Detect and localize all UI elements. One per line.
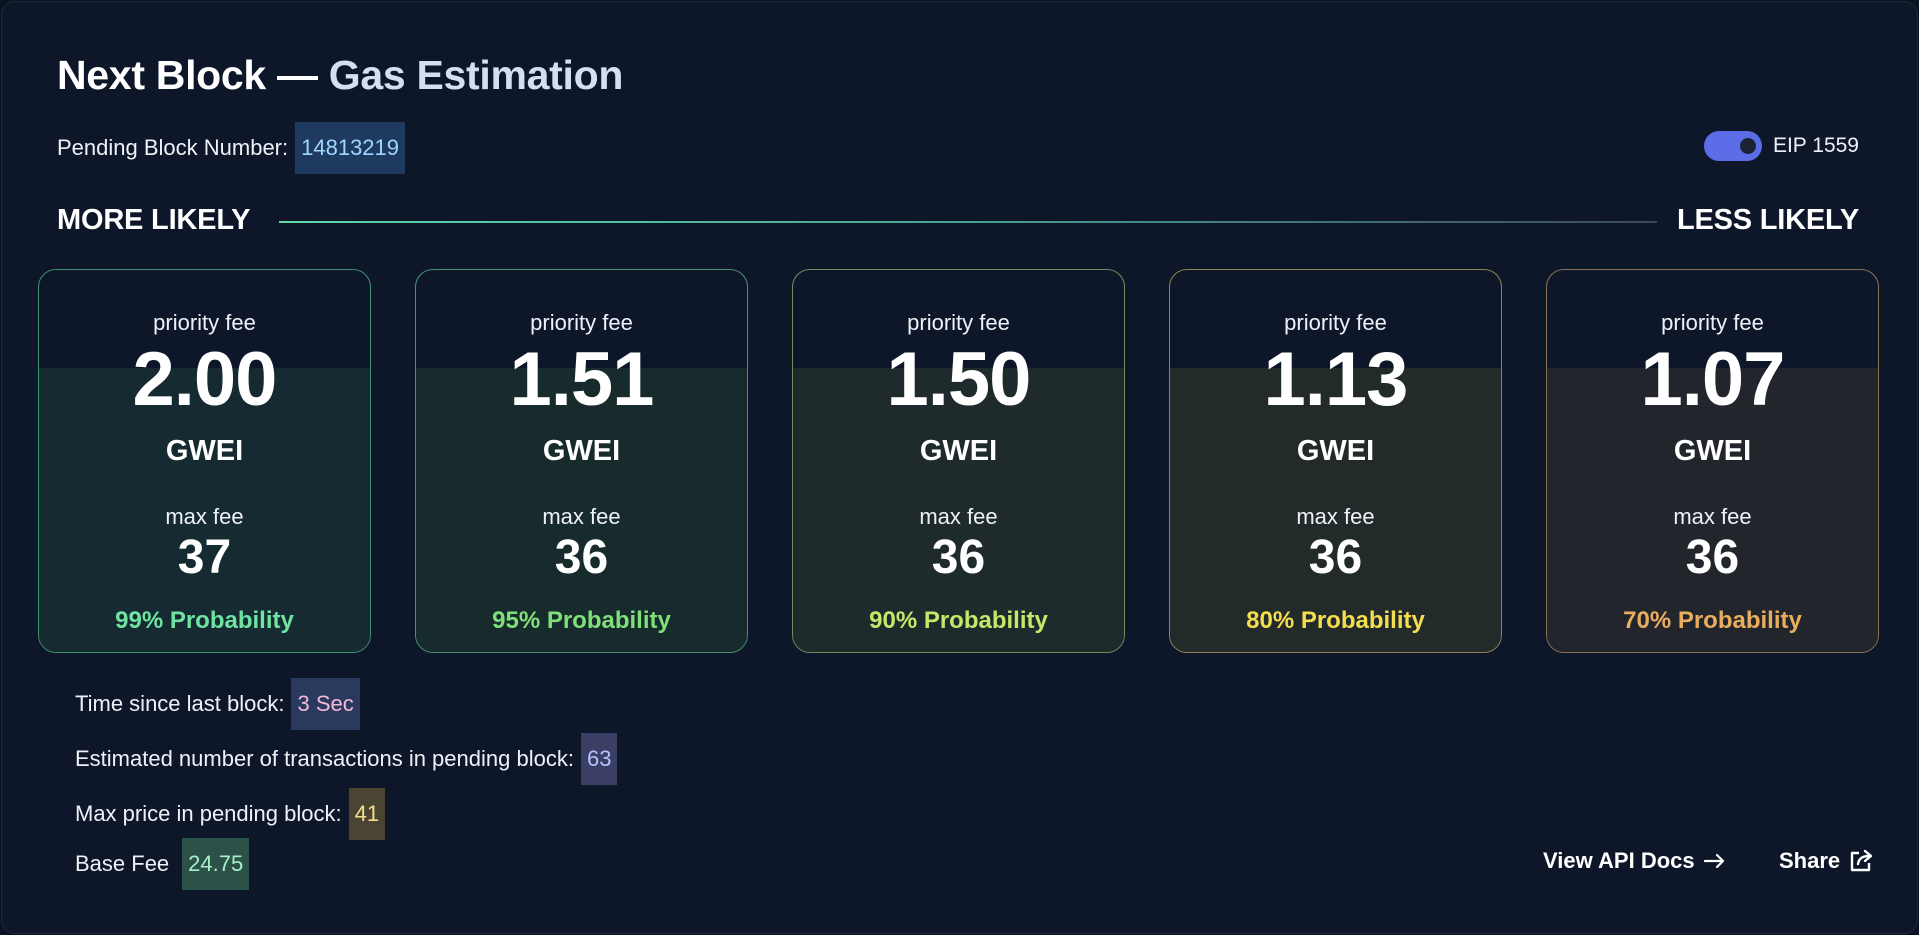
less-likely-label: LESS LIKELY <box>1676 204 1859 236</box>
eip-toggle-group[interactable]: EIP 1559 <box>1703 131 1859 161</box>
max-fee-value: 37 <box>177 531 232 584</box>
gwei-unit: GWEI <box>919 435 998 467</box>
view-api-docs-label: View API Docs <box>1543 848 1695 873</box>
tx-count: Estimated number of transactions in pend… <box>75 733 618 785</box>
priority-fee-value: 1.07 <box>1640 337 1786 422</box>
priority-fee-value: 2.00 <box>132 337 278 422</box>
max-fee-label: max fee <box>165 504 244 529</box>
max-fee-value: 36 <box>554 531 609 584</box>
max-price: Max price in pending block: 41 <box>75 788 386 840</box>
time-since-last-block: Time since last block: 3 Sec <box>75 678 360 730</box>
max-price-label: Max price in pending block: <box>75 801 342 826</box>
max-fee-value: 36 <box>931 531 986 584</box>
priority-fee-label: priority fee <box>153 310 256 335</box>
title-accent: Gas Estimation <box>328 52 624 98</box>
priority-fee-label: priority fee <box>530 310 633 335</box>
card-fill <box>1547 368 1878 652</box>
gwei-unit: GWEI <box>1673 435 1752 467</box>
max-fee-label: max fee <box>1673 504 1752 529</box>
pending-block: Pending Block Number: 14813219 <box>57 122 406 174</box>
card-fill <box>39 368 370 652</box>
page-title: Next Block — Gas Estimation <box>57 52 623 99</box>
max-fee-label: max fee <box>542 504 621 529</box>
share-label: Share <box>1779 848 1841 873</box>
probability-label: 90% Probability <box>869 607 1048 634</box>
title-main: Next Block — <box>57 52 329 98</box>
max-fee-value: 36 <box>1308 531 1363 584</box>
probability-label: 70% Probability <box>1623 607 1802 634</box>
priority-fee-label: priority fee <box>1661 310 1764 335</box>
card-fill <box>793 368 1124 652</box>
probability-label: 95% Probability <box>492 607 671 634</box>
time-since-label: Time since last block: <box>75 691 285 716</box>
base-fee: Base Fee 24.75 <box>75 838 250 890</box>
likelihood-gradient-line <box>279 221 1657 223</box>
fee-card[interactable]: priority fee 1.07 GWEI max fee 36 70% Pr… <box>1546 269 1879 653</box>
toggle-knob <box>1739 138 1756 154</box>
pending-block-label: Pending Block Number: <box>57 135 289 160</box>
priority-fee-value: 1.51 <box>509 337 655 422</box>
share-icon <box>1850 849 1873 872</box>
fee-card[interactable]: priority fee 1.51 GWEI max fee 36 95% Pr… <box>415 269 748 653</box>
gwei-unit: GWEI <box>542 435 621 467</box>
base-fee-label: Base Fee <box>75 851 170 876</box>
max-price-value: 41 <box>348 788 386 840</box>
eip-1559-toggle[interactable] <box>1703 131 1762 161</box>
priority-fee-label: priority fee <box>1284 310 1387 335</box>
max-fee-value: 36 <box>1685 531 1740 584</box>
share-button[interactable]: Share <box>1779 848 1875 874</box>
arrow-right-icon <box>1703 853 1724 869</box>
time-since-value: 3 Sec <box>291 678 360 730</box>
more-likely-label: MORE LIKELY <box>57 204 251 236</box>
pending-block-number: 14813219 <box>295 122 406 174</box>
probability-label: 80% Probability <box>1246 607 1425 634</box>
fee-card[interactable]: priority fee 1.13 GWEI max fee 36 80% Pr… <box>1169 269 1502 653</box>
fee-card[interactable]: priority fee 2.00 GWEI max fee 37 99% Pr… <box>38 269 371 653</box>
max-fee-label: max fee <box>919 504 998 529</box>
max-fee-label: max fee <box>1296 504 1375 529</box>
priority-fee-label: priority fee <box>907 310 1010 335</box>
fee-card[interactable]: priority fee 1.50 GWEI max fee 36 90% Pr… <box>792 269 1125 653</box>
card-fill <box>416 368 747 652</box>
gwei-unit: GWEI <box>1296 435 1375 467</box>
card-fill <box>1170 368 1501 652</box>
eip-1559-label: EIP 1559 <box>1772 134 1859 157</box>
gwei-unit: GWEI <box>165 435 244 467</box>
base-fee-value: 24.75 <box>182 838 250 890</box>
priority-fee-value: 1.13 <box>1263 337 1409 422</box>
priority-fee-value: 1.50 <box>886 337 1032 422</box>
view-api-docs-link[interactable]: View API Docs <box>1543 848 1726 874</box>
tx-count-value: 63 <box>580 733 618 785</box>
tx-count-label: Estimated number of transactions in pend… <box>75 746 574 771</box>
probability-label: 99% Probability <box>115 607 294 634</box>
